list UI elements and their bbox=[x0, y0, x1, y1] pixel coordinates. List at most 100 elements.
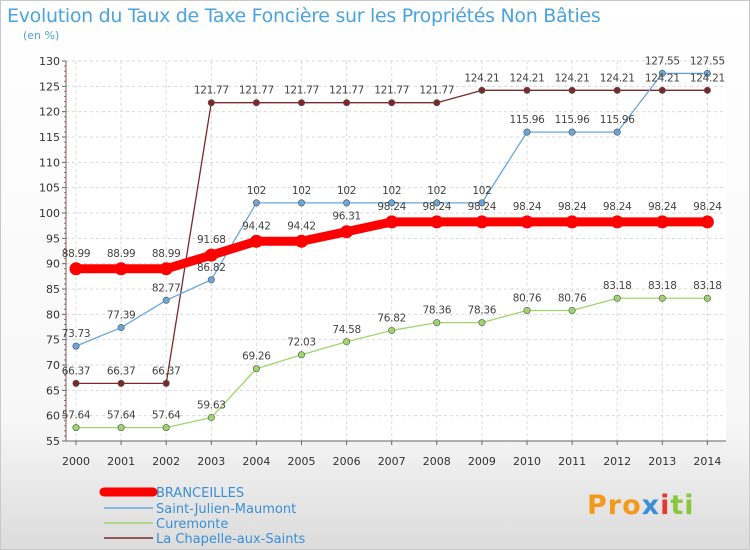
data-label-branceilles: 98.24 bbox=[513, 201, 542, 213]
data-point-curemonte bbox=[433, 319, 441, 327]
data-label-curemonte: 78.36 bbox=[423, 305, 452, 317]
data-label-curemonte: 78.36 bbox=[468, 305, 497, 317]
data-point-curemonte bbox=[162, 424, 170, 432]
data-label-la-chapelle-aux-saints: 121.77 bbox=[374, 85, 409, 97]
x-tick-label: 2011 bbox=[558, 455, 586, 468]
data-point-curemonte bbox=[613, 294, 621, 302]
data-point-curemonte bbox=[658, 294, 666, 302]
data-point-branceilles bbox=[114, 262, 128, 276]
data-label-saint-julien-maumont: 102 bbox=[337, 185, 356, 197]
data-label-curemonte: 59.63 bbox=[197, 400, 226, 412]
plot-area bbox=[66, 61, 726, 441]
data-label-la-chapelle-aux-saints: 124.21 bbox=[510, 72, 545, 84]
data-label-curemonte: 74.58 bbox=[332, 324, 361, 336]
y-tick-label: 80 bbox=[46, 308, 60, 321]
x-tick-label: 2009 bbox=[468, 455, 496, 468]
x-tick-label: 2003 bbox=[197, 455, 225, 468]
y-tick-label: 95 bbox=[46, 232, 60, 245]
data-point-saint-julien-maumont bbox=[252, 199, 260, 207]
x-tick-label: 2001 bbox=[107, 455, 135, 468]
data-point-la-chapelle-aux-saints bbox=[297, 99, 305, 107]
data-point-saint-julien-maumont bbox=[162, 296, 170, 304]
data-label-la-chapelle-aux-saints: 121.77 bbox=[419, 85, 454, 97]
data-label-branceilles: 98.24 bbox=[648, 201, 677, 213]
data-point-saint-julien-maumont bbox=[658, 69, 666, 77]
data-point-la-chapelle-aux-saints bbox=[433, 99, 441, 107]
data-label-la-chapelle-aux-saints: 121.77 bbox=[329, 85, 364, 97]
legend-label-curemonte: Curemonte bbox=[156, 517, 228, 532]
x-tick-label: 2002 bbox=[152, 455, 180, 468]
data-label-la-chapelle-aux-saints: 124.21 bbox=[690, 72, 725, 84]
data-point-la-chapelle-aux-saints bbox=[388, 99, 396, 107]
data-point-curemonte bbox=[568, 306, 576, 314]
data-point-branceilles bbox=[69, 262, 83, 276]
data-point-saint-julien-maumont bbox=[117, 324, 125, 332]
data-label-branceilles: 98.24 bbox=[468, 201, 497, 213]
data-label-la-chapelle-aux-saints: 124.21 bbox=[464, 72, 499, 84]
y-tick-label: 90 bbox=[46, 258, 60, 271]
data-label-curemonte: 80.76 bbox=[558, 292, 587, 304]
data-label-saint-julien-maumont: 127.55 bbox=[690, 55, 725, 67]
data-point-curemonte bbox=[343, 338, 351, 346]
y-tick-label: 120 bbox=[39, 106, 60, 119]
data-point-la-chapelle-aux-saints bbox=[613, 86, 621, 94]
data-label-saint-julien-maumont: 102 bbox=[247, 185, 266, 197]
y-tick-label: 110 bbox=[39, 156, 60, 169]
data-point-la-chapelle-aux-saints bbox=[478, 86, 486, 94]
data-point-la-chapelle-aux-saints bbox=[658, 86, 666, 94]
x-tick-label: 2014 bbox=[693, 455, 721, 468]
data-point-la-chapelle-aux-saints bbox=[117, 379, 125, 387]
data-point-curemonte bbox=[478, 319, 486, 327]
data-label-saint-julien-maumont: 77.39 bbox=[107, 310, 136, 322]
data-label-curemonte: 69.26 bbox=[242, 351, 271, 363]
data-label-branceilles: 94.42 bbox=[287, 220, 316, 232]
data-point-la-chapelle-aux-saints bbox=[72, 379, 80, 387]
legend-label-la-chapelle-aux-saints: La Chapelle-aux-Saints bbox=[156, 532, 306, 547]
data-label-saint-julien-maumont: 73.73 bbox=[62, 328, 91, 340]
data-point-branceilles bbox=[204, 248, 218, 262]
data-point-saint-julien-maumont bbox=[568, 128, 576, 136]
data-point-saint-julien-maumont bbox=[343, 199, 351, 207]
data-label-la-chapelle-aux-saints: 66.37 bbox=[107, 365, 136, 377]
data-point-saint-julien-maumont bbox=[388, 199, 396, 207]
data-label-saint-julien-maumont: 102 bbox=[472, 185, 491, 197]
x-tick-label: 2008 bbox=[423, 455, 451, 468]
x-tick-label: 2010 bbox=[513, 455, 541, 468]
data-point-curemonte bbox=[388, 326, 396, 334]
data-label-la-chapelle-aux-saints: 124.21 bbox=[555, 72, 590, 84]
data-label-saint-julien-maumont: 127.55 bbox=[645, 55, 680, 67]
data-point-curemonte bbox=[207, 414, 215, 422]
chart-title: Evolution du Taux de Taxe Foncière sur l… bbox=[7, 5, 601, 27]
y-tick-label: 55 bbox=[46, 435, 60, 448]
data-point-la-chapelle-aux-saints bbox=[162, 379, 170, 387]
data-point-branceilles bbox=[159, 262, 173, 276]
data-point-saint-julien-maumont bbox=[433, 199, 441, 207]
data-point-la-chapelle-aux-saints bbox=[207, 99, 215, 107]
data-point-branceilles bbox=[700, 215, 714, 229]
series-group bbox=[69, 69, 714, 432]
data-point-la-chapelle-aux-saints bbox=[252, 99, 260, 107]
data-label-la-chapelle-aux-saints: 121.77 bbox=[239, 85, 274, 97]
data-label-la-chapelle-aux-saints: 121.77 bbox=[194, 85, 229, 97]
data-point-saint-julien-maumont bbox=[72, 342, 80, 350]
data-point-branceilles bbox=[430, 215, 444, 229]
data-point-branceilles bbox=[385, 215, 399, 229]
y-tick-label: 115 bbox=[39, 131, 60, 144]
data-label-branceilles: 91.68 bbox=[197, 234, 226, 246]
data-point-curemonte bbox=[252, 365, 260, 373]
x-tick-label: 2012 bbox=[603, 455, 631, 468]
data-label-la-chapelle-aux-saints: 66.37 bbox=[152, 365, 181, 377]
data-label-la-chapelle-aux-saints: 66.37 bbox=[62, 365, 91, 377]
data-label-curemonte: 83.18 bbox=[648, 280, 677, 292]
data-point-curemonte bbox=[703, 294, 711, 302]
data-point-curemonte bbox=[523, 306, 531, 314]
data-point-curemonte bbox=[297, 351, 305, 359]
data-label-curemonte: 83.18 bbox=[603, 280, 632, 292]
data-label-saint-julien-maumont: 102 bbox=[382, 185, 401, 197]
data-point-curemonte bbox=[117, 424, 125, 432]
data-label-saint-julien-maumont: 86.82 bbox=[197, 262, 226, 274]
data-label-curemonte: 83.18 bbox=[693, 280, 722, 292]
data-label-branceilles: 88.99 bbox=[62, 248, 91, 260]
data-point-branceilles bbox=[475, 215, 489, 229]
